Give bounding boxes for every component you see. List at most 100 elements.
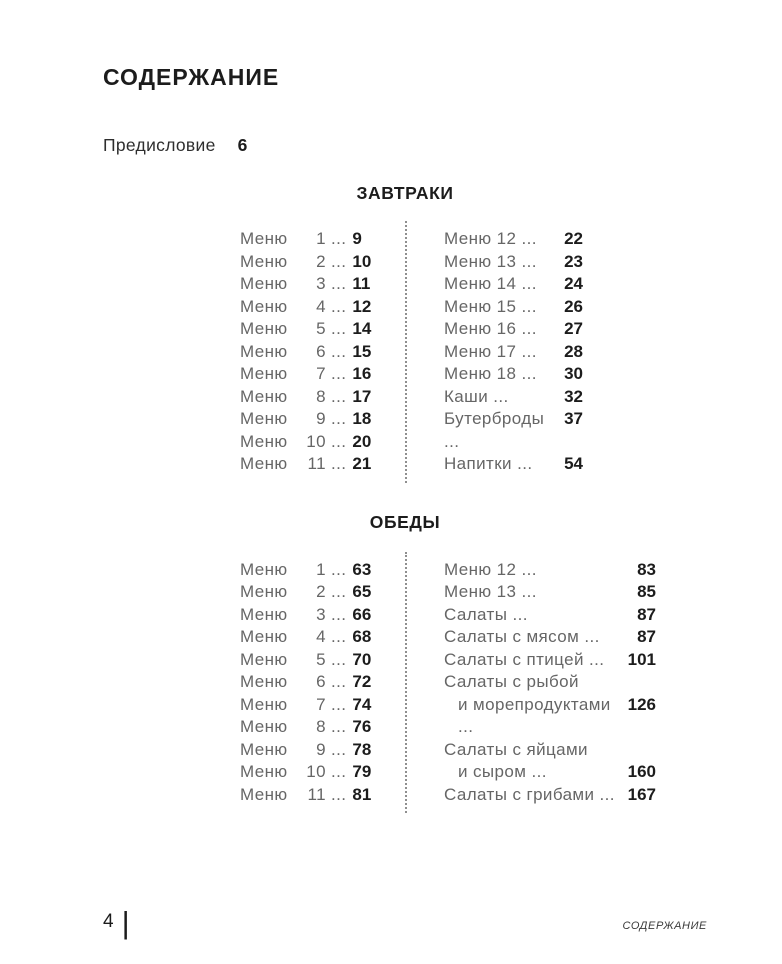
toc-entry: Меню 6... 72 <box>240 671 372 694</box>
entry-number: 1 <box>316 559 326 579</box>
entry-page: 68 <box>352 627 372 646</box>
toc-entry: Меню 3... 66 <box>240 604 372 627</box>
toc-entry: Салаты с яйцами и сыром ... 160 <box>444 739 656 784</box>
toc-column-right: Меню 12 ... 22 Меню 13 ... 23 Меню 14 ... 24 М… <box>444 228 583 476</box>
entry-line: Салаты с грибами ... 167 <box>444 784 656 807</box>
toc-entry: Меню 11... 21 <box>240 453 372 476</box>
toc-entry: Салаты с грибами ... 167 <box>444 784 656 807</box>
dot-leader: ... <box>331 454 347 473</box>
toc-entry: Меню 1... 9 <box>240 228 372 251</box>
entry-line: Меню 14 ... 24 <box>444 273 583 296</box>
footer-page-number: 4 <box>103 911 114 932</box>
entry-line: Меню 18 ... 30 <box>444 363 583 386</box>
toc-entry: Меню 13 ... 85 <box>444 581 656 604</box>
entry-page: 54 <box>564 454 583 473</box>
entry-page: 126 <box>627 694 656 714</box>
entry-line: Каши ... 32 <box>444 386 583 409</box>
toc-entry: Меню 4... 68 <box>240 626 372 649</box>
entry-number: 4 <box>316 296 326 316</box>
preface: Предисловие 6 <box>103 135 782 156</box>
dot-leader: ... <box>331 386 347 406</box>
entry-number: 7 <box>316 694 326 714</box>
entry-label: Меню <box>240 762 288 781</box>
entry-label: Меню <box>240 649 288 669</box>
entry-number: 2 <box>316 582 326 601</box>
entry-number: 6 <box>316 672 326 691</box>
dot-leader: ... <box>331 341 347 361</box>
section-lunches: ОБЕДЫ Меню 1... 63 Меню 2... 65 Меню 3... 66 Меню… <box>0 512 782 813</box>
entry-line: и морепродуктами ... 126 <box>444 694 656 739</box>
dot-leader: ... <box>331 559 347 579</box>
entry-line: Салаты с мясом ... 87 <box>444 626 656 649</box>
toc-entry: Меню 9... 18 <box>240 408 372 431</box>
entry-number: 6 <box>316 341 326 361</box>
dot-leader: ... <box>331 409 347 428</box>
entry-page: 12 <box>352 296 372 316</box>
dot-leader: ... <box>331 649 347 669</box>
entry-line: Меню 12 ... 83 <box>444 559 656 582</box>
entry-number: 10 <box>306 431 326 451</box>
entry-label: Меню <box>240 386 288 406</box>
entry-page: 66 <box>352 604 372 624</box>
toc-entry: Меню 10... 79 <box>240 761 372 784</box>
entry-label: Меню <box>240 582 288 601</box>
dot-leader: ... <box>331 251 347 271</box>
dot-leader: ... <box>331 431 347 451</box>
toc-entry: Меню 7... 74 <box>240 694 372 717</box>
entry-number: 5 <box>316 649 326 669</box>
entry-label: Бутерброды ... <box>444 409 545 451</box>
entry-page: 11 <box>352 274 371 293</box>
toc-entry: Меню 8... 76 <box>240 716 372 739</box>
entry-label: Меню 14 ... <box>444 274 537 293</box>
entry-page: 85 <box>637 582 656 601</box>
entry-number: 5 <box>316 319 326 338</box>
toc-entry: Напитки ... 54 <box>444 453 583 476</box>
entry-label: Меню <box>240 604 288 624</box>
dot-leader: ... <box>331 694 347 714</box>
toc-entry: Меню 8... 17 <box>240 386 372 409</box>
column-divider <box>405 551 407 813</box>
entry-label: Меню <box>240 454 288 473</box>
dot-leader: ... <box>331 739 347 759</box>
entry-line: Меню 12 ... 22 <box>444 228 583 251</box>
toc-entry: Салаты с рыбой и морепродуктами ... 126 <box>444 671 656 739</box>
entry-page: 160 <box>627 762 656 781</box>
entry-number: 8 <box>316 386 326 406</box>
entry-label: Меню <box>240 431 288 451</box>
entry-label: Меню <box>240 739 288 759</box>
entry-page: 63 <box>352 559 372 579</box>
entry-page: 15 <box>352 341 372 361</box>
entry-label: Меню 12 ... <box>444 559 537 579</box>
entry-page: 9 <box>352 229 362 248</box>
toc-entry: Меню 5... 70 <box>240 649 372 672</box>
dot-leader: ... <box>331 604 347 624</box>
toc-entry: Меню 14 ... 24 <box>444 273 583 296</box>
entry-line: Меню 16 ... 27 <box>444 318 583 341</box>
entry-line: Меню 13 ... 85 <box>444 581 656 604</box>
toc-column-right: Меню 12 ... 83 Меню 13 ... 85 Салаты ... 87 Са… <box>444 559 656 807</box>
entry-page: 78 <box>352 739 372 759</box>
entry-page: 22 <box>564 229 583 248</box>
entry-line: Салаты с рыбой <box>444 672 579 691</box>
entry-page: 72 <box>352 672 372 691</box>
toc-entry: Меню 9... 78 <box>240 739 372 762</box>
section-title: ЗАВТРАКИ <box>356 183 454 203</box>
entry-page: 81 <box>352 784 372 804</box>
dot-leader: ... <box>331 784 347 804</box>
entry-page: 20 <box>352 431 372 451</box>
entry-page: 76 <box>352 717 372 736</box>
entry-label: Салаты с птицей ... <box>444 649 605 669</box>
entry-page: 83 <box>637 559 656 579</box>
entry-page: 16 <box>352 364 372 383</box>
toc-entry: Меню 2... 65 <box>240 581 372 604</box>
entry-page: 18 <box>352 409 372 428</box>
entry-label: и сыром ... <box>458 762 547 781</box>
toc-entry: Салаты ... 87 <box>444 604 656 627</box>
entry-line: Меню 15 ... 26 <box>444 296 583 319</box>
toc-entry: Меню 17 ... 28 <box>444 341 583 364</box>
toc-entry: Меню 16 ... 27 <box>444 318 583 341</box>
entry-label: Меню 13 ... <box>444 251 537 271</box>
entry-page: 32 <box>564 386 583 406</box>
toc-entry: Меню 18 ... 30 <box>444 363 583 386</box>
entry-label: Меню <box>240 559 288 579</box>
